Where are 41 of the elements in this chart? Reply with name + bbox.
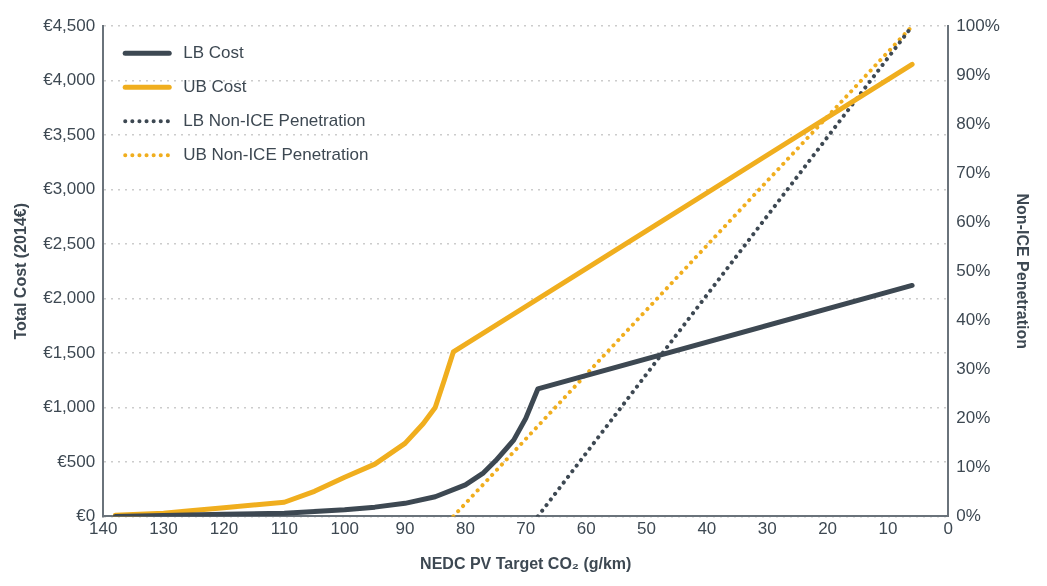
- y-tick-label: €3,500: [43, 124, 96, 144]
- legend-label: LB Non-ICE Penetration: [183, 110, 366, 130]
- x-tick-label: 0: [943, 519, 954, 539]
- y2-axis-title: Non-ICE Penetration: [1013, 193, 1031, 350]
- x-tick-label: 20: [818, 519, 838, 539]
- y-tick-label: €2,000: [43, 288, 96, 308]
- y-tick-label: €4,000: [43, 70, 96, 90]
- x-tick-label: 100: [330, 519, 359, 539]
- y-axis-title: Total Cost (2014€): [12, 202, 30, 340]
- legend-label: UB Non-ICE Penetration: [183, 144, 369, 164]
- y-tick-label: €1,500: [43, 342, 96, 362]
- y2-tick-label: 70%: [956, 162, 991, 182]
- y-tick-label: €3,000: [43, 179, 96, 199]
- y-tick-label: €500: [57, 451, 96, 471]
- x-tick-label: 120: [209, 519, 239, 539]
- y-tick-label: €2,500: [43, 233, 96, 253]
- y2-tick-label: 80%: [956, 113, 991, 133]
- x-tick-label: 130: [149, 519, 178, 539]
- x-tick-label: 10: [878, 519, 898, 539]
- y2-tick-label: 40%: [956, 310, 991, 330]
- x-tick-label: 50: [637, 519, 656, 539]
- x-tick-label: 110: [270, 519, 298, 539]
- legend-label: UB Cost: [183, 76, 247, 96]
- y2-tick-label: 20%: [956, 408, 991, 428]
- y-tick-label: €4,500: [43, 15, 96, 35]
- x-tick-label: 40: [697, 519, 717, 539]
- x-tick-label: 70: [516, 519, 536, 539]
- x-tick-label: 80: [455, 519, 475, 539]
- legend-label: LB Cost: [183, 42, 244, 62]
- y2-tick-label: 0%: [956, 506, 981, 526]
- y2-tick-label: 100%: [956, 15, 1000, 35]
- y2-tick-label: 50%: [956, 260, 991, 280]
- x-tick-label: 90: [395, 519, 415, 539]
- y2-tick-label: 60%: [956, 211, 991, 231]
- y-tick-label: €1,000: [43, 397, 96, 417]
- y2-tick-label: 30%: [956, 359, 991, 379]
- y2-tick-label: 90%: [956, 64, 991, 84]
- x-tick-label: 60: [576, 519, 596, 539]
- x-axis-title: NEDC PV Target CO₂ (g/km): [420, 554, 632, 572]
- x-tick-label: 30: [757, 519, 777, 539]
- y2-tick-label: 10%: [956, 457, 991, 477]
